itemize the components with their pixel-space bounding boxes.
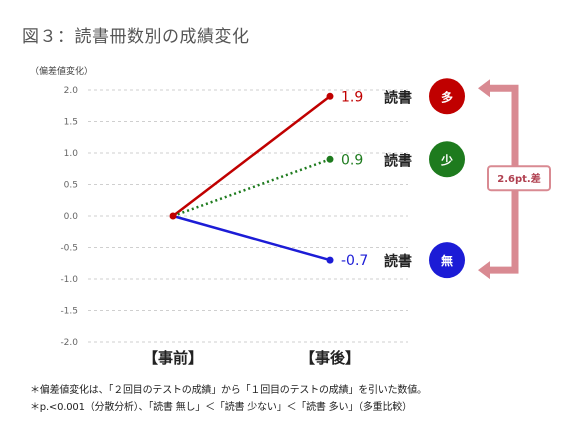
y-tick-label: 0.0 xyxy=(64,212,79,222)
chart-area: （偏差値変化） 2.0 1.5 1.0 0.5 0.0 -0.5 -1.0 -1.5 -2.0 【事… xyxy=(30,65,551,367)
x-category-label: 【事後】 xyxy=(300,349,360,367)
y-tick-label: 1.5 xyxy=(64,118,78,128)
series-badge-label: 多 xyxy=(441,89,453,104)
bracket-arrow-bottom xyxy=(478,261,490,280)
series-line xyxy=(172,95,331,217)
series-badge-label: 無 xyxy=(441,253,453,268)
data-point xyxy=(326,92,334,100)
series-badge xyxy=(429,242,465,279)
difference-label-box xyxy=(487,165,551,192)
y-tick-label: -0.5 xyxy=(60,244,78,254)
value-label: 1.9 xyxy=(341,89,363,105)
series-label: 読書 xyxy=(384,89,412,106)
bracket-arrow-top xyxy=(478,79,490,98)
series-label: 読書 xyxy=(384,253,412,270)
start-point xyxy=(169,212,177,220)
y-tick-label: -1.0 xyxy=(60,275,78,285)
y-tick-label: 2.0 xyxy=(64,86,79,96)
value-label: 0.9 xyxy=(341,152,363,168)
series-line xyxy=(172,158,331,218)
y-axis-label: （偏差値変化） xyxy=(30,65,93,77)
series-badge-label: 少 xyxy=(440,152,453,167)
y-tick-label: 0.5 xyxy=(64,181,78,191)
y-tick-label: 1.0 xyxy=(64,149,79,159)
data-point xyxy=(326,256,334,264)
chart-title: 図３：読書冊数別の成績変化 xyxy=(22,27,250,47)
data-point xyxy=(326,155,334,163)
x-category-label: 【事前】 xyxy=(143,349,203,367)
series-line xyxy=(172,214,331,262)
series-badge xyxy=(429,78,465,115)
series-label: 読書 xyxy=(384,152,412,169)
footnote-1: ＊偏差値変化は、「２回目のテストの成績」から「１回目のテストの成績」を引いた数値… xyxy=(30,385,427,396)
difference-label: 2.6pt.差 xyxy=(497,172,540,185)
y-tick-label: -1.5 xyxy=(60,307,78,317)
y-tick-label: -2.0 xyxy=(60,338,78,348)
footnote-2: ＊p.<0.001（分散分析）、「読書 無し」＜「読書 少ない」＜「読書 多い」… xyxy=(30,402,412,413)
value-label: -0.7 xyxy=(341,253,368,269)
series-badge xyxy=(429,141,465,178)
